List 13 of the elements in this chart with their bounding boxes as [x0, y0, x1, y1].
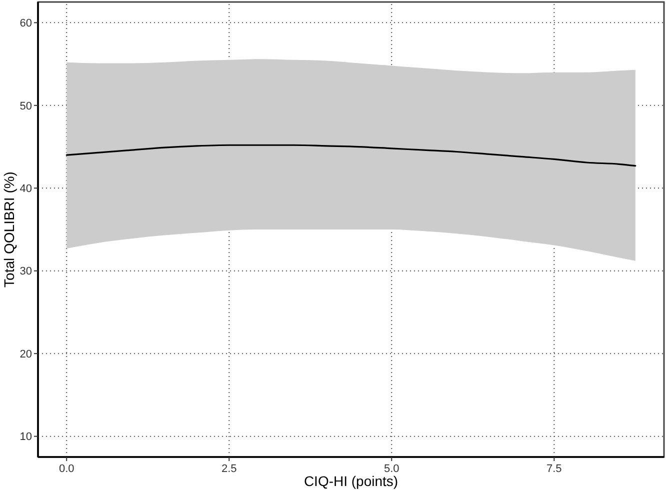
x-tick-label: 7.5 [546, 463, 562, 475]
line-series [66, 144, 636, 167]
y-tick-label: 20 [20, 348, 32, 360]
x-tick-label: 5.0 [384, 463, 400, 475]
x-tick-label: 0.0 [58, 463, 74, 475]
x-tick-label: 2.5 [221, 463, 237, 475]
y-tick-label: 30 [20, 266, 32, 278]
y-tick-label: 10 [20, 431, 32, 444]
y-tick-label: 50 [20, 100, 32, 112]
y-tick-label: 40 [20, 182, 32, 195]
y-axis-title: Total QOLIBRI (%) [1, 172, 17, 288]
x-axis-title: CIQ-HI (points) [304, 473, 398, 489]
y-tick-label: 60 [20, 18, 32, 30]
